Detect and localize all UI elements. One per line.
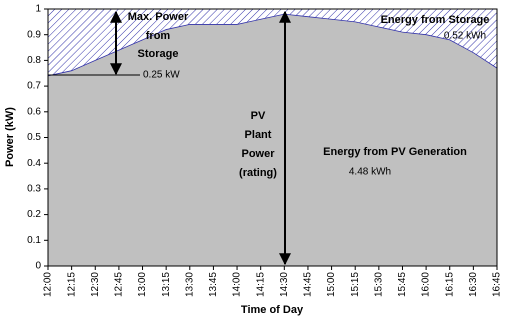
- x-tick-label: 15:30: [373, 272, 384, 297]
- y-tick-label: 0.9: [27, 29, 41, 40]
- storage-area: [48, 9, 497, 76]
- y-tick-label: 0.2: [27, 209, 41, 220]
- x-tick-label: 14:45: [303, 272, 314, 297]
- y-tick-label: 0.7: [27, 81, 41, 92]
- area: [48, 14, 497, 267]
- x-tick-label: 12:30: [90, 272, 101, 297]
- x-tick-label: 16:45: [492, 272, 503, 297]
- x-tick-label: 13:15: [161, 272, 172, 297]
- annotation: Energy from Storage: [381, 14, 490, 26]
- annotation: Storage: [138, 48, 179, 60]
- annotation: from: [146, 30, 171, 42]
- x-tick-label: 12:15: [66, 272, 77, 297]
- y-axis-label: Power (kW): [4, 107, 16, 167]
- y-tick-label: 0.8: [27, 55, 41, 66]
- overlay: Max. Power from Storage 0.25 kW PV Plant…: [4, 10, 490, 316]
- y-tick-label: 0.3: [27, 184, 41, 195]
- x-axis-label: Time of Day: [241, 304, 304, 316]
- x-tick-label: 13:30: [184, 272, 195, 297]
- y-tick-label: 0.4: [27, 158, 41, 169]
- x-tick-label: 13:45: [208, 272, 219, 297]
- y-tick-label: 0.5: [27, 132, 41, 143]
- x-tick-label: 12:00: [43, 272, 54, 297]
- annotation: Power: [241, 148, 275, 160]
- x-tick-label: 15:45: [397, 272, 408, 297]
- annotation: Plant: [245, 129, 272, 141]
- x-tick-label: 13:00: [137, 272, 148, 297]
- storage-edge: [47, 13, 498, 77]
- x-tick-label: 16:00: [421, 272, 432, 297]
- x-tick-label: 16:15: [444, 272, 455, 297]
- annotation: 4.48 kWh: [349, 167, 391, 178]
- x-tick-label: 15:15: [350, 272, 361, 297]
- annotation: Energy from PV Generation: [323, 146, 467, 158]
- annotation: Max. Power: [128, 11, 189, 23]
- plot-area: 0 0.1 0.2 0.3 0.4 0.5 0.6 0.7 0.8 0.9 1 12:00 12:15 1…: [27, 4, 503, 297]
- x-tick-label: 16:30: [468, 272, 479, 297]
- y-tick-label: 0.1: [27, 235, 41, 246]
- y-tick-label: 0: [35, 261, 41, 272]
- annotation: PV: [251, 110, 266, 122]
- y-tick-label: 1: [35, 4, 41, 15]
- x-tick-label: 14:15: [255, 272, 266, 297]
- x-tick-label: 14:30: [279, 272, 290, 297]
- x-tick-label: 12:45: [114, 272, 125, 297]
- x-tick-label: 15:00: [326, 272, 337, 297]
- annotation: 0.25 kW: [143, 70, 180, 81]
- annotation: 0.52 kWh: [444, 31, 486, 42]
- y-tick-label: 0.6: [27, 106, 41, 117]
- x-tick-label: 14:00: [232, 272, 243, 297]
- annotation: (rating): [239, 167, 277, 179]
